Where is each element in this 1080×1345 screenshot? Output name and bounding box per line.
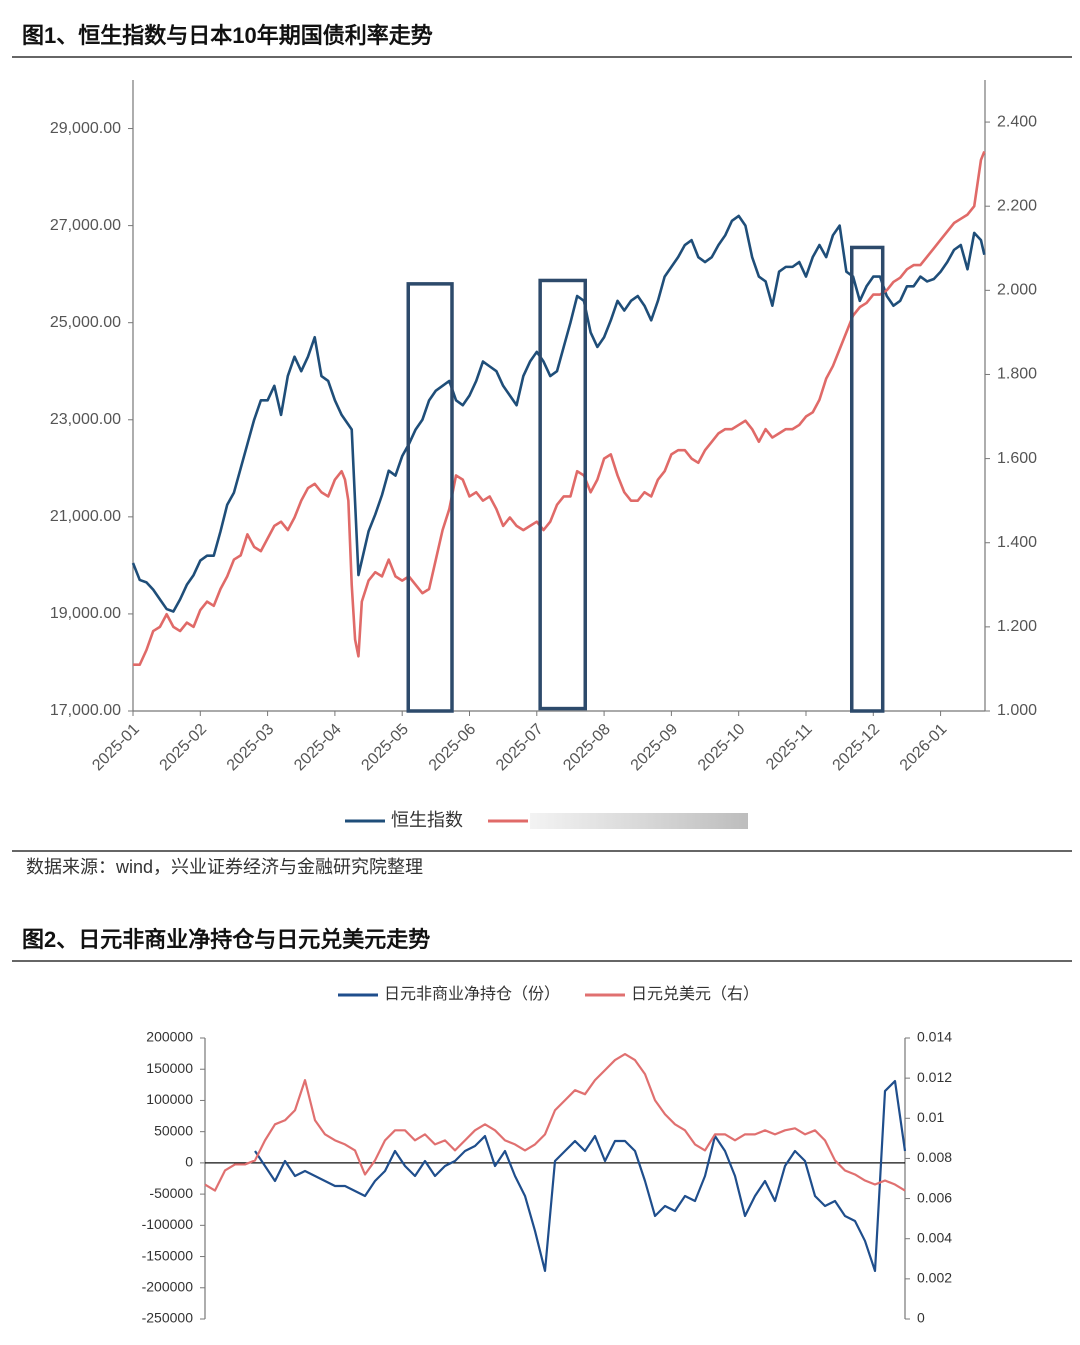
y2-tick-label: 0.008 [917,1149,952,1165]
y2-tick-label: 1.600 [997,450,1037,467]
x-tick-label: 2025-12 [830,721,884,775]
y2-tick-label: 1.800 [997,366,1037,383]
y-tick-label: -50000 [149,1185,193,1201]
series-line [131,214,986,613]
y2-tick-label: 0.012 [917,1069,952,1085]
x-tick-label: 2025-07 [493,721,547,775]
x-tick-label: 2026-01 [897,721,951,775]
chart-title: 图2、日元非商业净持仓与日元兑美元走势 [22,927,430,952]
y-tick-label: 17,000.00 [50,702,121,719]
x-tick-label: 2025-04 [291,721,345,775]
legend-label: 日元兑美元（右） [631,985,759,1003]
y-tick-label: 23,000.00 [50,411,121,428]
y2-tick-label: 0 [917,1310,925,1326]
y-tick-label: 19,000.00 [50,605,121,622]
y-tick-label: 21,000.00 [50,508,121,525]
y-tick-label: 100000 [146,1091,193,1107]
series-line [254,1079,907,1273]
y-tick-label: -200000 [142,1278,194,1294]
y-tick-label: 200000 [146,1029,193,1045]
x-tick-label: 2025-08 [560,721,614,775]
y-tick-label: 27,000.00 [50,217,121,234]
y2-tick-label: 2.200 [997,197,1037,214]
x-tick-label: 2025-01 [89,721,143,775]
y2-tick-label: 0.002 [917,1270,952,1286]
x-tick-label: 2025-02 [157,721,211,775]
highlight-box [538,278,587,711]
legend-label: 日元非商业净持仓（份） [384,985,560,1003]
legend-label: 恒生指数 [391,810,463,830]
y2-tick-label: 1.200 [997,618,1037,635]
highlight-box [849,245,885,713]
y2-tick-label: 0.004 [917,1229,952,1245]
y-tick-label: -250000 [142,1310,194,1326]
x-tick-label: 2025-09 [628,721,682,775]
x-tick-label: 2025-06 [426,721,480,775]
y2-tick-label: 1.400 [997,534,1037,551]
y2-tick-label: 0.01 [917,1109,944,1125]
y-tick-label: -100000 [142,1216,194,1232]
y-tick-label: 50000 [154,1122,193,1138]
x-tick-label: 2025-10 [695,721,749,775]
y-tick-label: 29,000.00 [50,120,121,137]
highlight-box [406,282,454,713]
y-tick-label: -150000 [142,1247,194,1263]
source-note: 数据来源：wind，兴业证券经济与金融研究院整理 [26,857,423,877]
chart-title: 图1、恒生指数与日本10年期国债利率走势 [22,23,433,48]
series-line [204,1052,906,1192]
y2-tick-label: 1.000 [997,702,1037,719]
y-tick-label: 150000 [146,1060,193,1076]
x-tick-label: 2025-03 [224,721,278,775]
y2-tick-label: 2.000 [997,282,1037,299]
y-tick-label: 0 [185,1154,193,1170]
y-tick-label: 25,000.00 [50,314,121,331]
x-tick-label: 2025-11 [763,721,816,774]
legend-label-obscured [530,813,748,829]
x-tick-label: 2025-05 [358,721,412,775]
y2-tick-label: 2.400 [997,113,1037,130]
series-line [133,151,986,667]
y2-tick-label: 0.006 [917,1189,952,1205]
y2-tick-label: 0.014 [917,1029,952,1045]
